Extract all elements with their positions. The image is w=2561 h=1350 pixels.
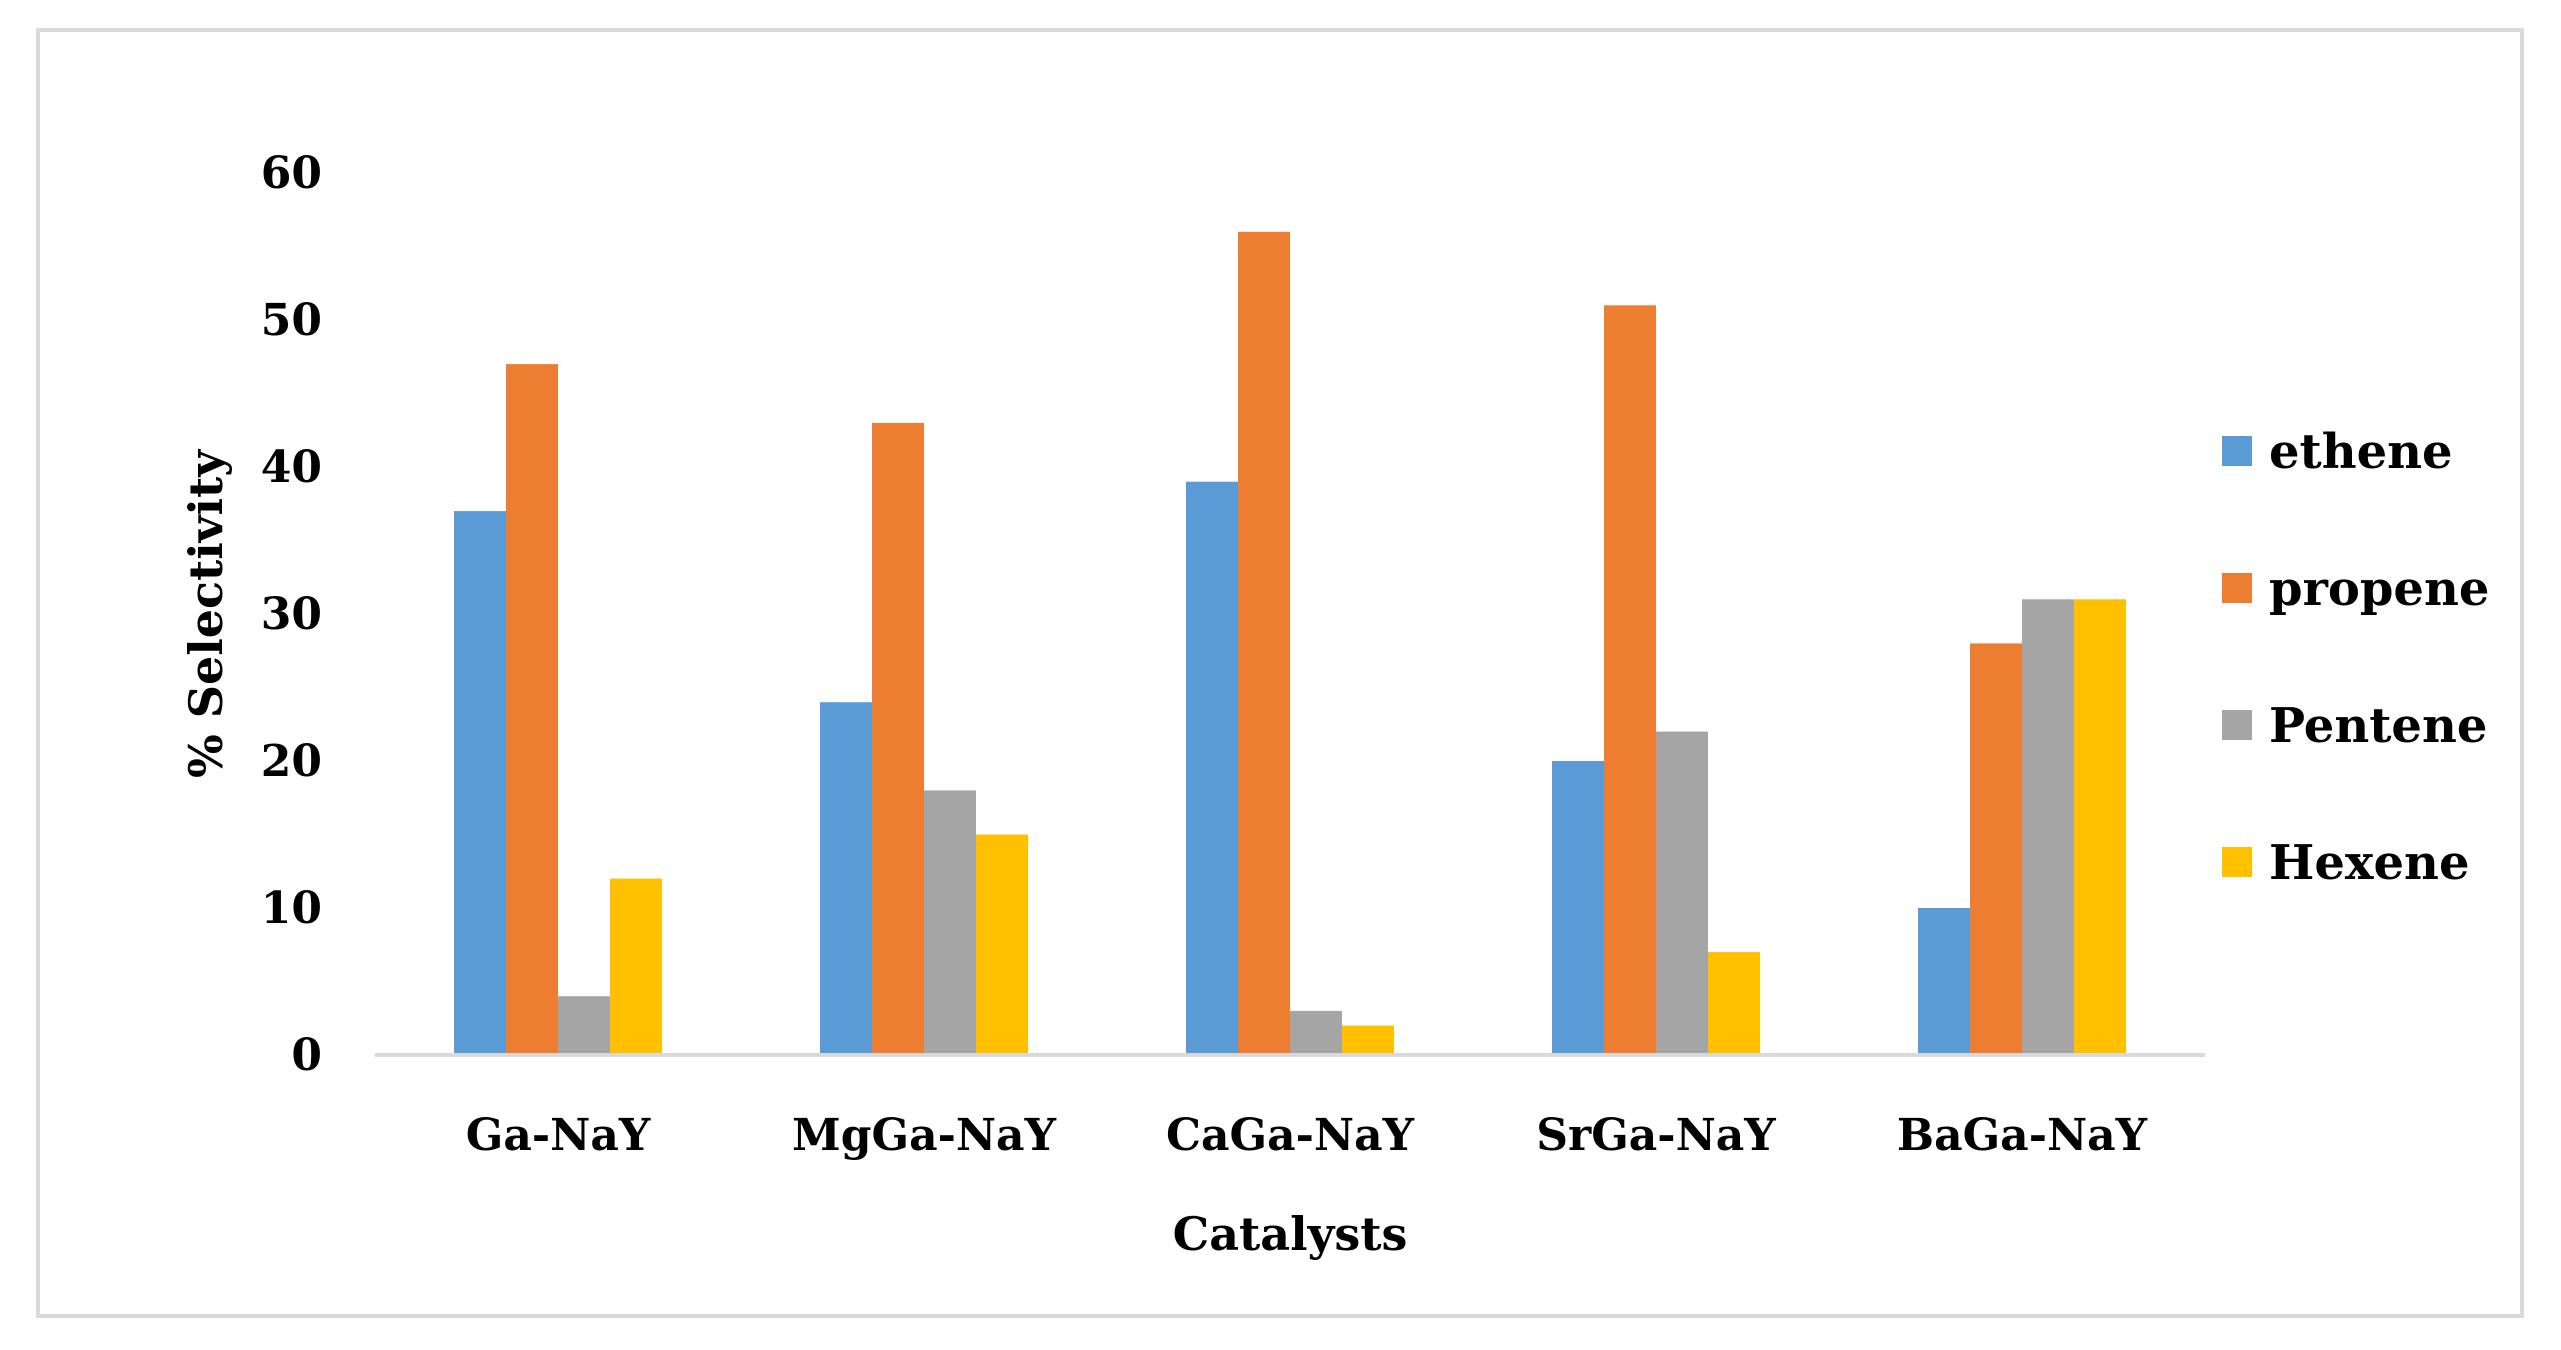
bar-pentene-mgga-nay [924,790,976,1055]
legend-swatch-propene [2222,573,2252,603]
x-tick-label: SrGa-NaY [1536,1110,1776,1161]
bar-ethene-ga-nay [454,511,506,1056]
bar-pentene-ga-nay [558,996,610,1055]
bar-ethene-mgga-nay [820,702,872,1055]
x-tick-labels: Ga-NaY MgGa-NaY CaGa-NaY SrGa-NaY BaGa-NaY [466,1110,2148,1161]
y-tick-labels: 0 10 20 30 40 50 60 [261,148,322,1081]
x-tick-label: MgGa-NaY [792,1110,1057,1161]
legend-label-pentene: Pentene [2269,698,2487,754]
bar-propene-mgga-nay [872,422,924,1055]
legend-swatch-pentene [2222,710,2252,740]
bar-propene-caga-nay [1238,231,1290,1056]
y-tick-label: 50 [261,295,322,346]
bar-propene-ga-nay [506,364,558,1056]
legend-label-hexene: Hexene [2269,835,2469,891]
legend-label-ethene: ethene [2269,424,2453,480]
y-tick-label: 60 [261,148,322,199]
y-tick-label: 40 [261,442,322,493]
bar-ethene-caga-nay [1186,481,1238,1055]
bar-hexene-ga-nay [610,878,662,1055]
bar-pentene-baga-nay [2022,599,2074,1055]
y-tick-label: 0 [291,1030,322,1081]
y-tick-label: 30 [261,589,322,640]
bar-ethene-srga-nay [1552,761,1604,1055]
legend: ethene propene Pentene Hexene [2222,424,2489,891]
legend-swatch-ethene [2222,436,2252,466]
bar-propene-baga-nay [1970,643,2022,1055]
bar-pentene-srga-nay [1656,731,1708,1055]
bar-hexene-mgga-nay [976,834,1028,1055]
x-tick-label: Ga-NaY [466,1110,651,1161]
y-axis-title: % Selectivity [179,449,233,778]
y-tick-label: 20 [261,736,322,787]
y-tick-label: 10 [261,883,322,934]
bar-propene-srga-nay [1604,305,1656,1055]
bar-pentene-caga-nay [1290,1010,1342,1055]
x-axis-title: Catalysts [1173,1207,1408,1261]
legend-label-propene: propene [2269,561,2489,617]
bar-hexene-caga-nay [1342,1025,1394,1055]
x-tick-label: BaGa-NaY [1897,1110,2148,1161]
bar-hexene-baga-nay [2074,599,2126,1055]
x-tick-label: CaGa-NaY [1166,1110,1415,1161]
legend-swatch-hexene [2222,847,2252,877]
bar-hexene-srga-nay [1708,952,1760,1055]
bars-layer [454,231,2126,1056]
bar-ethene-baga-nay [1918,908,1970,1055]
